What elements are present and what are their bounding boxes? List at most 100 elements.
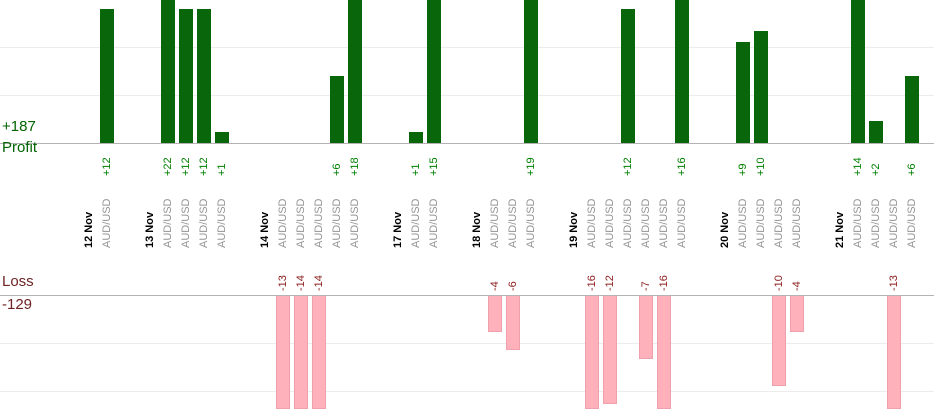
profit-value-label: +6 [905,163,918,176]
profit-value-label: +16 [675,157,688,176]
profit-baseline [0,143,934,144]
symbol-label: AUD/USD [675,198,688,248]
profit-value-label: +12 [179,157,192,176]
profit-value-label: +6 [330,163,343,176]
date-label: 18 Nov [470,211,483,248]
symbol-label: AUD/USD [621,198,634,248]
profit-value-label: +18 [348,157,361,176]
symbol-label: AUD/USD [215,198,228,248]
profit-value-label: +15 [427,157,440,176]
profit-bar [754,31,768,143]
profit-bar [736,42,750,143]
date-label: 19 Nov [567,211,580,248]
symbol-label: AUD/USD [488,198,501,248]
loss-bar [585,296,599,409]
profit-bar [621,8,635,143]
symbol-label: AUD/USD [524,198,537,248]
symbol-label: AUD/USD [585,198,598,248]
profit-bar [348,0,362,143]
loss-value-label: -13 [276,275,289,291]
symbol-label: AUD/USD [887,198,900,248]
loss-bar [887,296,901,409]
profit-value-label: +22 [161,157,174,176]
loss-value-label: -14 [294,275,307,291]
loss-baseline [0,295,934,296]
loss-axis-label: Loss [2,273,34,290]
symbol-label: AUD/USD [161,198,174,248]
symbol-label: AUD/USD [409,198,422,248]
profit-value-label: +12 [197,157,210,176]
symbol-label: AUD/USD [754,198,767,248]
loss-value-label: -16 [585,275,598,291]
symbol-label: AUD/USD [312,198,325,248]
loss-bar [790,296,804,332]
symbol-label: AUD/USD [736,198,749,248]
profit-bar [409,131,423,143]
symbol-label: AUD/USD [506,198,519,248]
date-label: 21 Nov [833,211,846,248]
gridline [0,343,934,344]
symbol-label: AUD/USD [657,198,670,248]
loss-value-label: -12 [603,275,616,291]
loss-value-label: -13 [887,275,900,291]
loss-bar [506,296,520,350]
date-label: 12 Nov [82,211,95,248]
profit-bar [851,0,865,143]
symbol-label: AUD/USD [294,198,307,248]
symbol-label: AUD/USD [851,198,864,248]
loss-value-label: -4 [488,281,501,291]
symbol-label: AUD/USD [772,198,785,248]
gridline [0,391,934,392]
profit-bar [161,0,175,143]
profit-value-label: +1 [409,163,422,176]
loss-bar [657,296,671,409]
loss-bar [603,296,617,404]
profit-bar [427,0,441,143]
profit-bar [524,0,538,143]
profit-bar [330,75,344,143]
symbol-label: AUD/USD [869,198,882,248]
profit-bar [215,131,229,143]
loss-bar [276,296,290,409]
symbol-label: AUD/USD [348,198,361,248]
profit-bar [197,8,211,143]
profit-value-label: +19 [524,157,537,176]
gridline [0,95,934,96]
symbol-label: AUD/USD [100,198,113,248]
loss-bar [772,296,786,386]
profit-axis-label: Profit [2,139,38,156]
symbol-label: AUD/USD [427,198,440,248]
loss-bar [312,296,326,409]
symbol-label: AUD/USD [276,198,289,248]
profit-bar [675,0,689,143]
profit-bar [179,8,193,143]
loss-value-label: -16 [657,275,670,291]
profit-value-label: +12 [100,157,113,176]
profit-value-label: +14 [851,157,864,176]
profit-value-label: +1 [215,163,228,176]
loss-value-label: -6 [506,281,519,291]
date-label: 13 Nov [143,211,156,248]
loss-bar [294,296,308,409]
profit-value-label: +10 [754,157,767,176]
loss-value-label: -14 [312,275,325,291]
symbol-label: AUD/USD [330,198,343,248]
date-label: 17 Nov [391,211,404,248]
loss-total-label: -129 [2,296,33,313]
symbol-label: AUD/USD [639,198,652,248]
symbol-label: AUD/USD [179,198,192,248]
symbol-label: AUD/USD [790,198,803,248]
date-label: 14 Nov [258,211,271,248]
loss-value-label: -7 [639,281,652,291]
profit-bar [905,75,919,143]
symbol-label: AUD/USD [603,198,616,248]
profit-value-label: +12 [621,157,634,176]
date-label: 20 Nov [718,211,731,248]
symbol-label: AUD/USD [197,198,210,248]
loss-bar [639,296,653,359]
profit-bar [869,120,883,143]
profit-value-label: +9 [736,163,749,176]
profit-value-label: +2 [869,163,882,176]
loss-value-label: -4 [790,281,803,291]
